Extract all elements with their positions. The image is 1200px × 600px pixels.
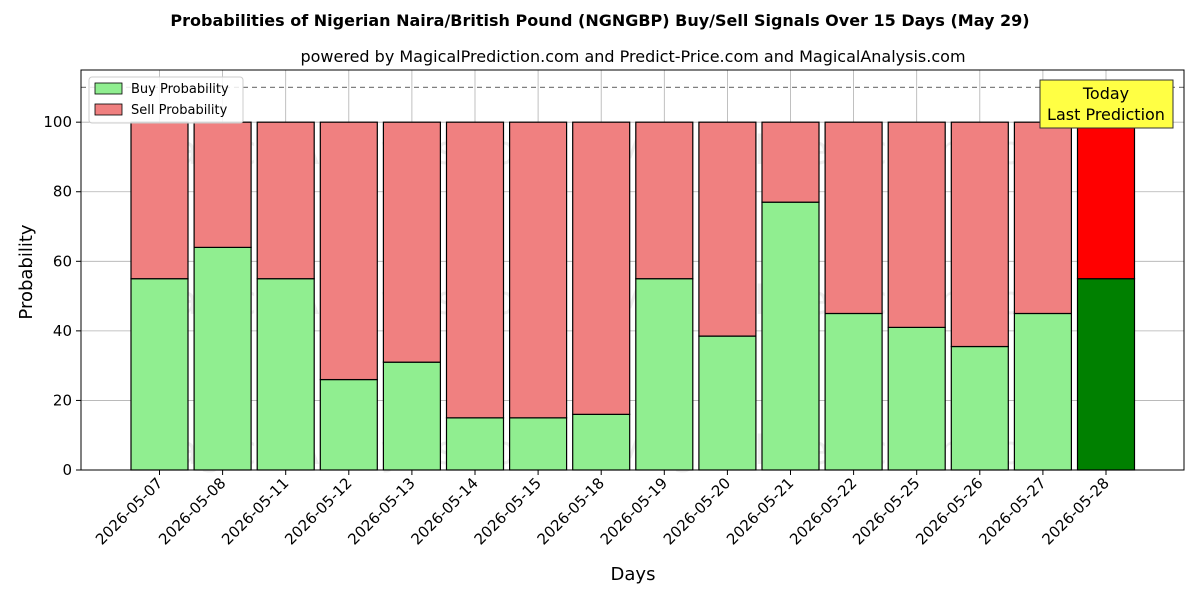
x-tick-label: 2026-05-08	[155, 474, 229, 548]
sell-bar	[319, 121, 378, 381]
legend-swatch-buy	[94, 82, 123, 95]
x-tick-label: 2026-05-18	[534, 474, 608, 548]
buy-bar	[193, 246, 252, 471]
x-tick-label: 2026-05-19	[597, 474, 671, 548]
buy-bar	[887, 326, 946, 471]
sell-bar	[382, 121, 441, 363]
buy-bar	[824, 312, 883, 471]
sell-bar	[887, 121, 946, 328]
sell-bar	[761, 121, 820, 203]
y-tick-label: 80	[53, 183, 72, 201]
buy-bar	[950, 345, 1009, 471]
y-axis-label: Probability	[16, 224, 37, 319]
annotation-line-1: Today	[1082, 84, 1129, 103]
buy-bar	[1076, 278, 1136, 471]
chart-subtitle: powered by MagicalPrediction.com and Pre…	[300, 47, 965, 66]
x-tick-label: 2026-05-22	[786, 474, 860, 548]
sell-bar	[1076, 121, 1136, 280]
legend-label-sell: Sell Probability	[131, 103, 228, 118]
x-tick-label: 2026-05-25	[849, 474, 923, 548]
y-tick-label: 60	[53, 252, 72, 270]
chart-title: Probabilities of Nigerian Naira/British …	[170, 11, 1029, 30]
sell-bar	[1013, 121, 1073, 315]
sell-bar	[445, 121, 505, 419]
x-tick-label: 2026-05-13	[344, 474, 418, 548]
bars-layer	[130, 121, 1136, 471]
plot-frame	[80, 69, 1185, 471]
x-tick-label: 2026-05-20	[660, 474, 734, 548]
x-axis-label: Days	[611, 564, 656, 585]
sell-bar	[698, 121, 757, 337]
sell-bar	[256, 121, 315, 280]
annotation-box	[1039, 79, 1174, 129]
legend-label-buy: Buy Probability	[131, 82, 229, 97]
x-tick-label: 2026-05-15	[471, 474, 545, 548]
y-tick-label: 0	[62, 461, 72, 479]
sell-bar	[635, 121, 694, 280]
buy-bar	[572, 413, 631, 471]
y-tick-label: 20	[53, 391, 72, 409]
buy-bar	[761, 201, 820, 471]
x-tick-label: 2026-05-21	[723, 474, 797, 548]
buy-bar	[382, 361, 441, 471]
x-tick-label: 2026-05-12	[281, 474, 355, 548]
buy-bar	[445, 417, 505, 471]
legend-box	[88, 76, 244, 124]
buy-bar	[698, 335, 757, 471]
sell-bar	[193, 121, 252, 248]
sell-bar	[824, 121, 883, 315]
buy-bar	[1013, 312, 1073, 471]
x-tick-label: 2026-05-28	[1038, 474, 1112, 548]
buy-bar	[509, 417, 568, 471]
sell-bar	[950, 121, 1009, 348]
today-annotation: Today Last Prediction	[1039, 79, 1174, 129]
sell-bar	[572, 121, 631, 415]
sell-bar	[509, 121, 568, 419]
buy-bar	[130, 278, 189, 471]
buy-bar	[256, 278, 315, 471]
sell-bar	[130, 121, 189, 280]
buy-bar	[635, 278, 694, 471]
x-tick-label: 2026-05-26	[912, 474, 986, 548]
legend: Buy Probability Sell Probability	[88, 76, 244, 124]
y-tick-label: 40	[53, 322, 72, 340]
annotation-line-2: Last Prediction	[1047, 105, 1165, 124]
x-tick-label: 2026-05-27	[975, 474, 1049, 548]
x-tick-label: 2026-05-14	[407, 474, 481, 548]
x-tick-label: 2026-05-07	[92, 474, 166, 548]
x-tick-label: 2026-05-11	[218, 474, 292, 548]
legend-swatch-sell	[94, 103, 123, 116]
buy-bar	[319, 378, 378, 471]
y-tick-label: 100	[43, 113, 72, 131]
